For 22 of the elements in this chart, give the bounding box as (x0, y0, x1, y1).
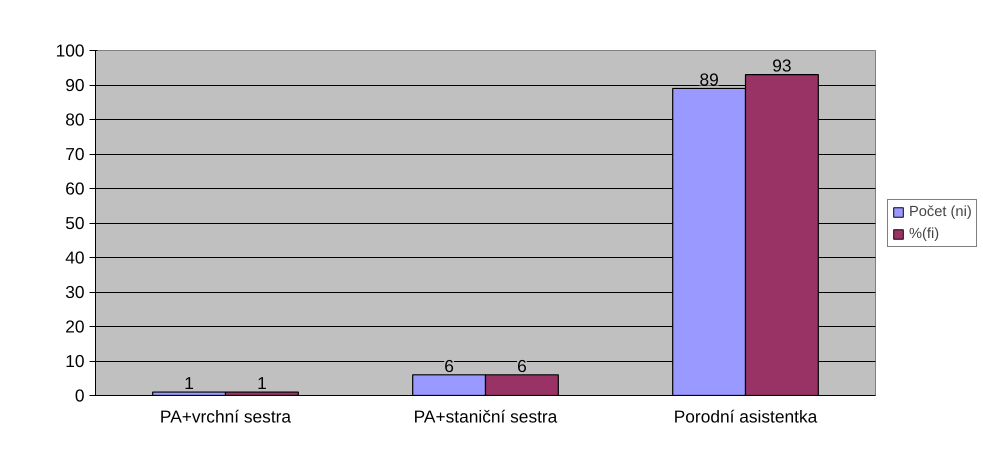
data-label: 6 (517, 356, 527, 376)
data-label: 6 (444, 356, 454, 376)
y-tick-label: 20 (65, 316, 85, 336)
y-tick-label: 90 (65, 75, 85, 95)
legend-label: %(fi) (909, 226, 940, 242)
y-tick-label: 40 (65, 248, 85, 268)
data-label: 93 (772, 56, 792, 76)
x-tick-label: PA+vrchní sestra (160, 406, 292, 426)
y-tick-label: 50 (65, 213, 85, 233)
legend-label: Počet (ni) (909, 204, 972, 220)
y-tick-label: 80 (65, 110, 85, 130)
data-label: 1 (184, 373, 194, 394)
data-label: 1 (257, 373, 267, 394)
x-tick-label: Porodní asistentka (674, 406, 818, 426)
x-tick-label: PA+staniční sestra (414, 406, 558, 426)
y-tick-label: 70 (65, 144, 85, 164)
y-tick-label: 0 (74, 386, 85, 406)
y-tick-label: 60 (65, 178, 85, 198)
data-label: 89 (699, 69, 719, 90)
y-tick-label: 100 (56, 40, 85, 60)
y-tick-label: 30 (65, 282, 85, 302)
y-tick-label: 10 (65, 351, 85, 371)
